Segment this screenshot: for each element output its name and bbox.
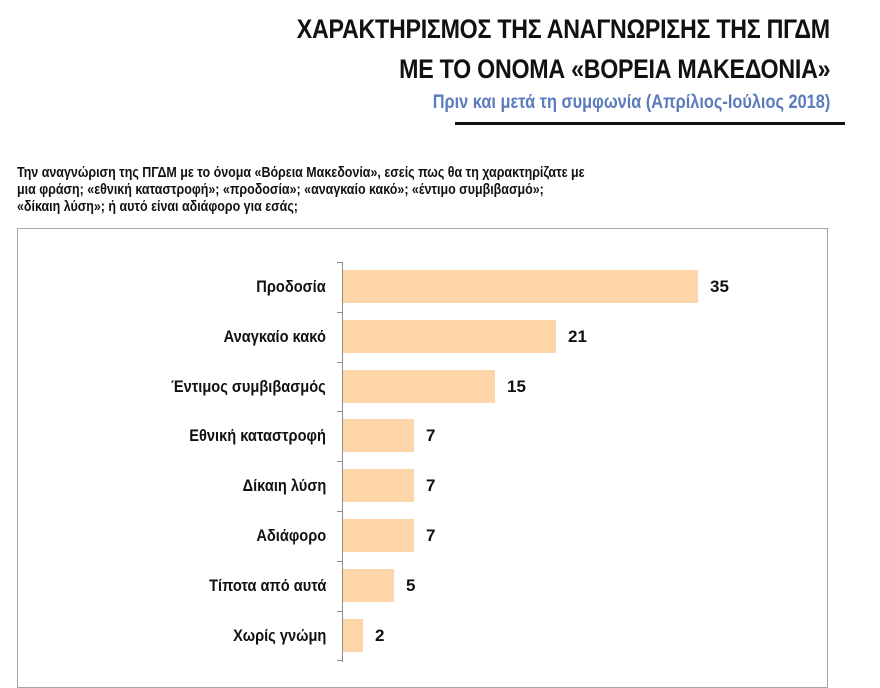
axis-tick	[337, 660, 342, 661]
bar-row: Δίκαιη λύση 7	[0, 469, 880, 502]
category-label: Εθνική καταστροφή	[189, 426, 326, 445]
value-label: 21	[568, 327, 587, 346]
value-label: 15	[507, 377, 526, 396]
category-label: Δίκαιη λύση	[242, 476, 326, 495]
bar-row: Έντιμος συμβιβασμός 15	[0, 370, 880, 403]
value-label: 5	[406, 576, 416, 595]
axis-tick	[337, 461, 342, 462]
bar	[343, 320, 556, 353]
subtitle: Πριν και μετά τη συμφωνία (Απρίλιος-Ιούλ…	[432, 92, 830, 113]
bar	[343, 419, 414, 452]
value-label: 2	[375, 626, 385, 645]
title-line-1: ΧΑΡΑΚΤΗΡΙΣΜΟΣ ΤΗΣ ΑΝΑΓΝΩΡΙΣΗΣ ΤΗΣ ΠΓΔΜ	[296, 14, 830, 44]
bar-row: Εθνική καταστροφή 7	[0, 419, 880, 452]
category-label: Χωρίς γνώμη	[232, 626, 326, 645]
question-line-1: Την αναγνώριση της ΠΓΔΜ με το όνομα «Βόρ…	[17, 165, 585, 181]
bar	[343, 270, 698, 303]
bar	[343, 569, 394, 602]
axis-tick	[337, 312, 342, 313]
title-underline-divider	[455, 122, 845, 125]
bar-row: Χωρίς γνώμη 2	[0, 619, 880, 652]
value-label: 7	[426, 476, 436, 495]
bar	[343, 619, 363, 652]
category-label: Τίποτα από αυτά	[208, 576, 326, 595]
category-label: Αναγκαίο κακό	[223, 327, 326, 346]
question-line-2: μια φράση; «εθνική καταστροφή»; «προδοσί…	[17, 182, 544, 198]
category-label: Αδιάφορο	[256, 526, 326, 545]
bar	[343, 469, 414, 502]
bar	[343, 519, 414, 552]
category-axis	[342, 262, 343, 662]
bar-row: Προδοσία 35	[0, 270, 880, 303]
value-label: 7	[426, 526, 436, 545]
axis-tick	[337, 362, 342, 363]
category-label: Έντιμος συμβιβασμός	[171, 377, 326, 396]
bar-row: Αναγκαίο κακό 21	[0, 320, 880, 353]
value-label: 7	[426, 426, 436, 445]
bar	[343, 370, 495, 403]
category-label: Προδοσία	[256, 277, 326, 296]
title-line-2: ΜΕ ΤΟ ΟΝΟΜΑ «ΒΟΡΕΙΑ ΜΑΚΕΔΟΝΙΑ»	[398, 54, 830, 84]
question-line-3: «δίκαιη λύση»; ή αυτό είναι αδιάφορο για…	[17, 199, 298, 215]
axis-tick	[337, 411, 342, 412]
survey-question: Την αναγνώριση της ΠΓΔΜ με το όνομα «Βόρ…	[17, 165, 722, 216]
bar-row: Αδιάφορο 7	[0, 519, 880, 552]
value-label: 35	[710, 277, 729, 296]
axis-tick	[337, 511, 342, 512]
axis-tick	[337, 262, 342, 263]
bar-row: Τίποτα από αυτά 5	[0, 569, 880, 602]
axis-tick	[337, 611, 342, 612]
axis-tick	[337, 561, 342, 562]
